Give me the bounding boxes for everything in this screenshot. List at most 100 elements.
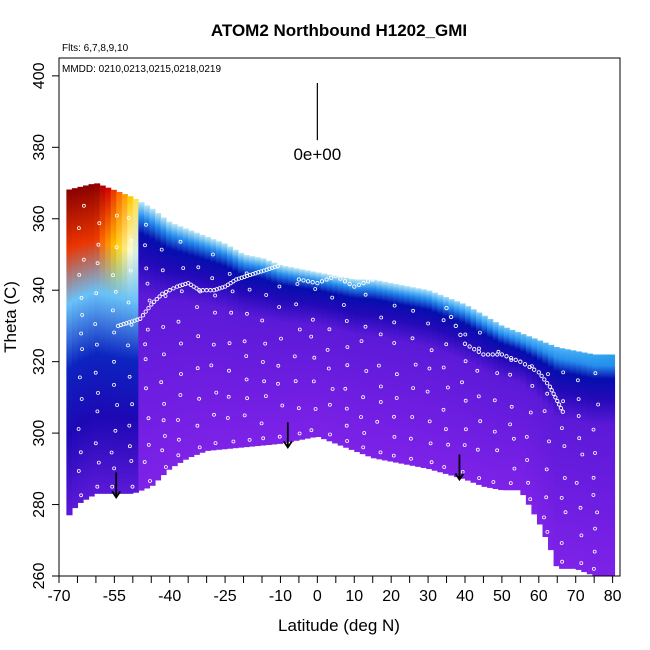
sample-point xyxy=(128,268,133,273)
sample-point xyxy=(410,336,415,341)
sample-point xyxy=(526,480,530,485)
sample-point xyxy=(296,406,301,411)
sample-point xyxy=(226,394,231,399)
sample-point xyxy=(524,434,529,439)
field-column xyxy=(603,354,610,576)
field-column xyxy=(453,301,461,478)
sample-point xyxy=(485,352,491,357)
sample-point xyxy=(463,359,468,364)
sample-point xyxy=(411,308,416,313)
sample-point xyxy=(356,282,362,287)
sample-point xyxy=(411,386,416,391)
sample-point xyxy=(148,479,152,483)
sample-point xyxy=(309,428,314,433)
sample-point xyxy=(79,295,84,300)
sample-point xyxy=(159,380,164,385)
sample-point xyxy=(378,332,383,337)
sample-point xyxy=(113,428,118,433)
field-column xyxy=(498,325,505,491)
sample-point xyxy=(579,533,584,538)
y-axis-label: Theta (C) xyxy=(1,281,20,353)
y-axis: 260 280 300 320 340 360 380 400 xyxy=(31,62,59,589)
sample-point xyxy=(210,276,215,281)
sample-point xyxy=(146,442,151,447)
sample-point xyxy=(227,271,232,276)
y-tick-label: 300 xyxy=(31,420,48,447)
sample-point xyxy=(329,275,334,280)
field-column xyxy=(204,236,211,451)
sample-point xyxy=(115,213,119,218)
field-column xyxy=(437,294,444,473)
sample-point xyxy=(445,385,450,390)
field-column xyxy=(597,354,604,576)
sample-point xyxy=(577,436,582,441)
sample-point xyxy=(138,316,143,321)
sample-point xyxy=(81,257,86,262)
field-column xyxy=(487,318,494,488)
sample-point xyxy=(499,352,505,357)
sample-point xyxy=(509,404,514,409)
sample-point xyxy=(96,460,101,465)
field-column xyxy=(581,352,588,573)
sample-point xyxy=(325,347,330,352)
field-column xyxy=(586,353,593,575)
sample-point xyxy=(305,279,311,284)
sample-point xyxy=(301,278,306,283)
x-tick-label: 80 xyxy=(604,588,622,605)
sample-point xyxy=(96,390,100,395)
sample-point xyxy=(481,352,486,357)
sample-point xyxy=(462,443,467,448)
sample-point xyxy=(230,289,235,294)
field-column xyxy=(431,292,438,471)
sample-point xyxy=(425,389,430,394)
sample-point xyxy=(508,481,513,486)
sample-point xyxy=(462,341,468,346)
field-column xyxy=(525,336,533,505)
sample-point xyxy=(145,327,150,332)
sample-point xyxy=(140,313,146,318)
sample-point xyxy=(576,414,581,418)
sample-point xyxy=(263,394,268,399)
sample-point xyxy=(330,295,335,300)
sample-point xyxy=(491,480,496,484)
x-tick-label: 30 xyxy=(419,588,437,605)
field-column xyxy=(166,221,173,470)
field-column xyxy=(110,189,117,494)
sample-point xyxy=(352,284,357,289)
sample-point xyxy=(560,559,564,564)
sample-point xyxy=(518,359,523,364)
sample-point xyxy=(244,377,249,382)
sample-point xyxy=(112,359,116,364)
sample-point xyxy=(495,371,500,376)
sample-point xyxy=(378,450,383,455)
sample-point xyxy=(528,497,533,502)
sample-point xyxy=(171,286,176,291)
sample-point xyxy=(143,357,148,362)
sample-point xyxy=(129,322,134,327)
sample-point xyxy=(261,436,266,441)
sample-point xyxy=(179,289,184,294)
sample-point xyxy=(327,402,332,407)
sample-point xyxy=(319,279,325,284)
sample-point xyxy=(392,434,397,439)
field-column xyxy=(116,191,123,494)
sample-point xyxy=(476,394,481,399)
sample-point xyxy=(176,319,181,324)
sample-point xyxy=(539,373,544,379)
sample-point xyxy=(311,379,316,384)
sample-point xyxy=(313,287,318,291)
sample-point xyxy=(76,427,81,431)
sample-point xyxy=(444,305,449,311)
sample-point xyxy=(379,273,385,279)
sample-point xyxy=(477,330,482,335)
field-column xyxy=(459,303,466,479)
down-arrow-head xyxy=(111,490,121,500)
sample-point xyxy=(591,427,596,432)
sample-point xyxy=(280,403,285,408)
sample-point xyxy=(591,493,596,497)
sample-point xyxy=(112,382,116,387)
sample-point xyxy=(477,476,482,481)
sample-point xyxy=(370,277,375,282)
sample-point xyxy=(591,475,596,480)
sample-point xyxy=(345,439,350,443)
